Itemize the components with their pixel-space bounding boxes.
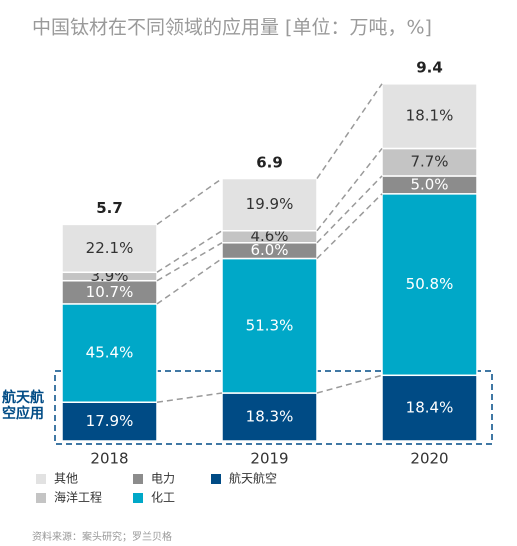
legend-label: 其他 [54, 472, 78, 486]
bar-segment [221, 392, 318, 442]
bar-segment [61, 223, 158, 274]
x-tick-label: 2020 [410, 450, 448, 468]
segment-label: 4.6% [250, 227, 288, 245]
bar-segment [221, 257, 318, 394]
segment-label: 5.0% [410, 175, 448, 193]
connector [316, 374, 383, 394]
annotation: 航天航空应用 [2, 390, 44, 422]
x-tick-label: 2019 [250, 450, 288, 468]
legend-swatch [36, 474, 46, 484]
legend-label: 海洋工程 [54, 490, 102, 505]
segment-label: 22.1% [86, 239, 134, 257]
legend-swatch [36, 493, 46, 503]
segment-label: 50.8% [406, 275, 454, 293]
legend-swatch [133, 493, 143, 503]
highlight-box [54, 370, 493, 445]
bar-segment [61, 303, 158, 403]
connector [156, 242, 223, 282]
segment-label: 18.3% [246, 408, 294, 426]
connector [156, 257, 223, 305]
segment-label: 17.9% [86, 412, 134, 430]
connector [316, 147, 383, 232]
legend-label: 电力 [151, 472, 175, 486]
connector [316, 193, 383, 260]
x-tick-label: 2018 [90, 450, 128, 468]
connector [316, 83, 383, 179]
bar-segment [381, 83, 478, 150]
connector [156, 177, 223, 226]
segment-label: 19.9% [246, 195, 294, 213]
total-label: 9.4 [416, 58, 443, 76]
segment-label: 51.3% [246, 316, 294, 334]
segment-label: 18.1% [406, 107, 454, 125]
segment-label: 10.7% [86, 283, 134, 301]
segment-label: 45.4% [86, 344, 134, 362]
bar-segment [381, 374, 478, 442]
segment-label: 7.7% [410, 153, 448, 171]
legend-label: 化工 [151, 491, 175, 505]
connector [156, 230, 223, 273]
source: 资料来源：案头研究；罗兰贝格 [32, 530, 172, 543]
legend-swatch [133, 474, 143, 484]
connector [316, 175, 383, 244]
chart-title: 中国钛材在不同领域的应用量 [单位：万吨，%] [32, 17, 432, 39]
legend-swatch [211, 474, 221, 484]
legend-label: 航天航空 [229, 471, 277, 486]
bar-segment [221, 177, 318, 232]
segment-label: 6.0% [250, 241, 288, 259]
bar-segment [381, 147, 478, 177]
connector [156, 392, 223, 403]
total-label: 6.9 [256, 153, 283, 171]
segment-label: 18.4% [406, 399, 454, 417]
total-label: 5.7 [96, 199, 123, 217]
